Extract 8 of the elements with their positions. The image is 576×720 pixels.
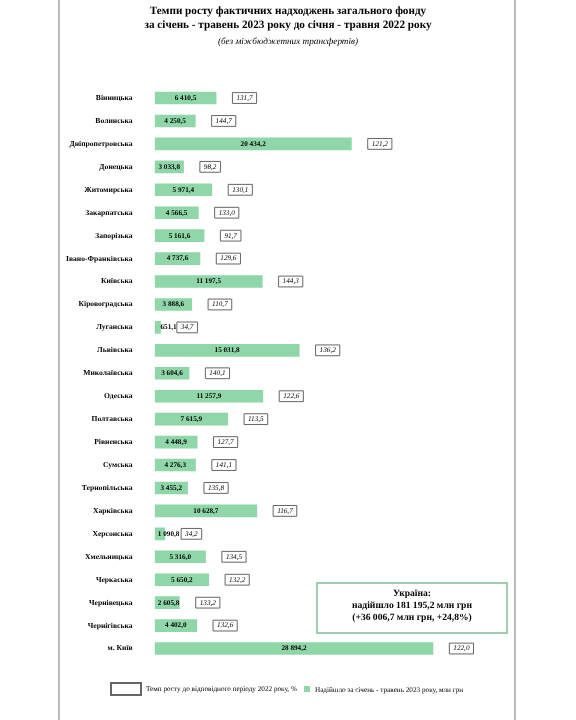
bar (154, 573, 210, 587)
bar (154, 642, 434, 655)
bar (154, 321, 161, 334)
bar (154, 183, 213, 197)
bar (154, 389, 264, 403)
bar (154, 344, 300, 357)
bar (154, 275, 263, 288)
bar (154, 137, 352, 151)
